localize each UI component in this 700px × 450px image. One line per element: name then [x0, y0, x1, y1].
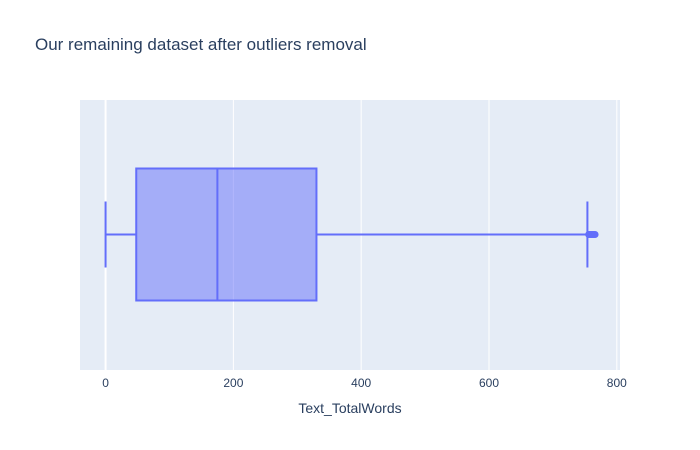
box-trace	[104, 167, 599, 302]
outlier-point	[591, 231, 599, 238]
x-axis-ticks: 0 200 400 600 800	[102, 376, 627, 390]
x-tick-label-800: 800	[607, 376, 627, 390]
x-axis-title: Text_TotalWords	[298, 400, 401, 416]
chart-title: Our remaining dataset after outliers rem…	[35, 35, 367, 54]
x-tick-label-0: 0	[102, 376, 109, 390]
x-tick-label-400: 400	[351, 376, 371, 390]
x-tick-label-600: 600	[479, 376, 499, 390]
x-tick-label-200: 200	[223, 376, 243, 390]
iqr-box	[135, 167, 318, 302]
